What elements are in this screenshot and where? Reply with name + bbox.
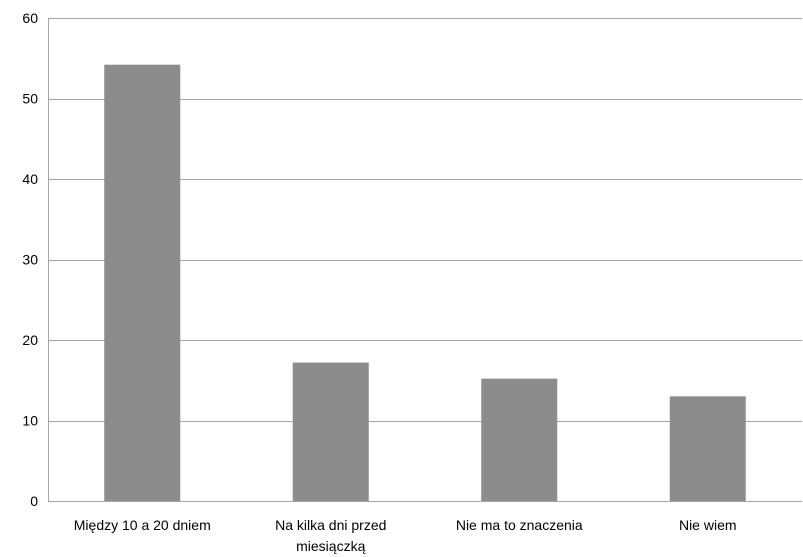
x-category-label-line: Między 10 a 20 dniem [74,517,211,533]
y-tick-label: 0 [30,493,38,509]
x-category-label-line: Nie wiem [679,517,737,533]
y-tick-label: 10 [22,413,38,429]
y-tick-label: 20 [22,332,38,348]
y-tick-label: 60 [22,10,38,26]
x-category-label: Na kilka dni przed miesiączką [275,517,386,554]
x-category-label-line: miesiączką [296,538,365,554]
y-tick-label: 40 [22,171,38,187]
bar-3 [481,378,558,501]
bar-4 [669,396,746,501]
axes [48,18,802,502]
x-category-label: Nie wiem [679,517,737,533]
bar-1 [104,64,181,501]
bars [104,64,746,501]
x-category-label: Między 10 a 20 dniem [74,517,211,533]
y-tick-label: 30 [22,252,38,268]
x-category-label-line: Na kilka dni przed [275,517,386,533]
y-tick-labels: 0 10 20 30 40 50 60 [22,10,38,509]
x-category-label-line: Nie ma to znaczenia [456,517,583,533]
y-tick-label: 50 [22,91,38,107]
x-category-label: Nie ma to znaczenia [456,517,583,533]
x-category-labels: Między 10 a 20 dniem Na kilka dni przed mi… [74,517,737,554]
bar-2 [292,362,369,501]
